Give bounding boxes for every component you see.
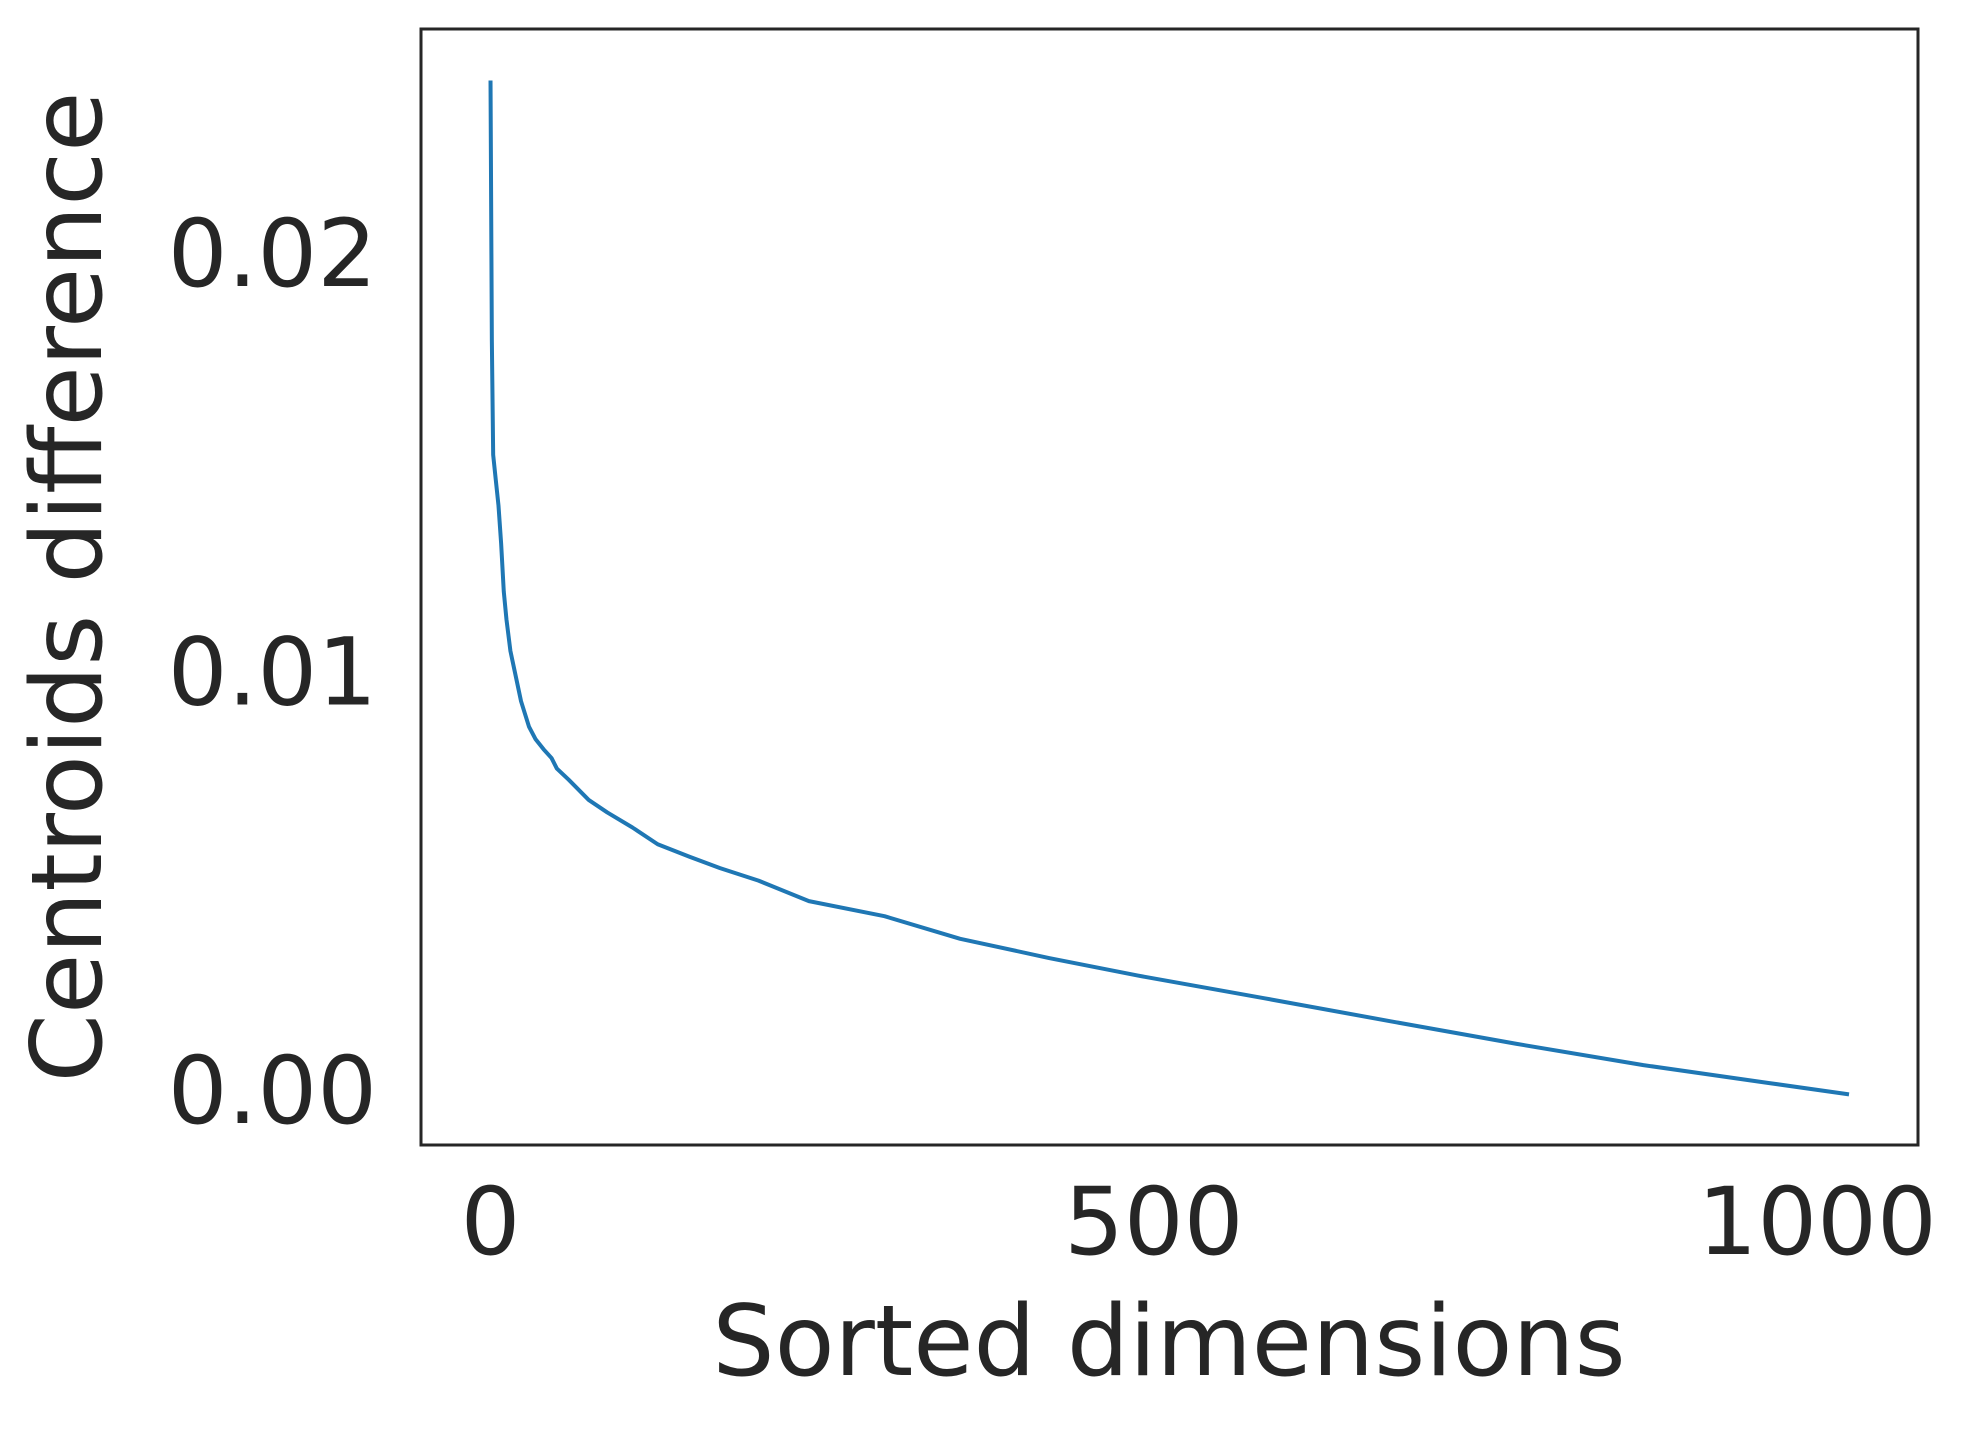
y-tick-label: 0.00 [168,1037,377,1146]
y-tick-label: 0.01 [168,618,377,727]
x-tick-label: 0 [461,1168,521,1277]
x-tick-label: 500 [1064,1168,1243,1277]
plot-frame [419,27,1920,1147]
y-axis-label: Centroids difference [11,92,125,1083]
x-tick-label: 1000 [1698,1168,1937,1277]
data-line [488,80,1850,1097]
x-axis-label: Sorted dimensions [712,1285,1625,1399]
y-tick-label: 0.02 [168,200,377,309]
